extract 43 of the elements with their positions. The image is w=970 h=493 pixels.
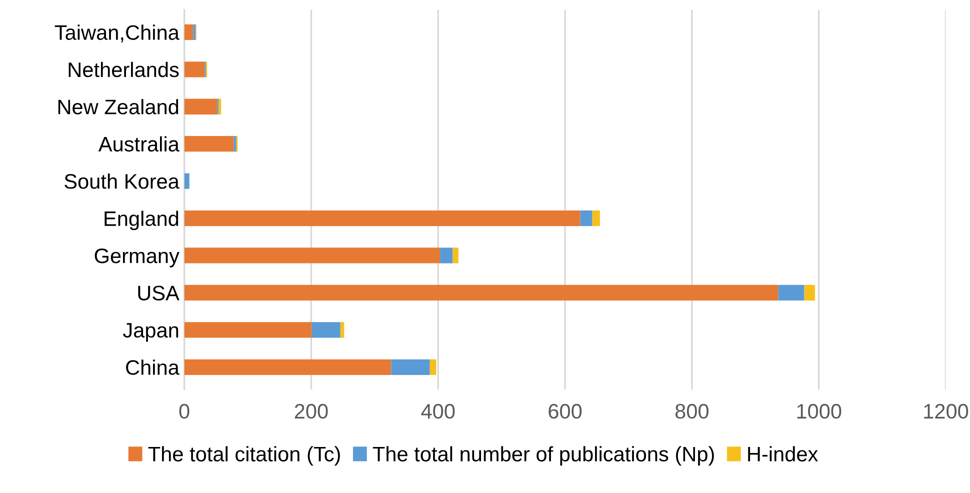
x-tick-label: 1200 — [924, 404, 968, 419]
y-tick-label: USA — [138, 286, 180, 300]
y-tick-label: Australia — [98, 136, 180, 152]
bar — [184, 359, 392, 375]
bar — [218, 98, 222, 114]
legend-label: H-index — [748, 446, 818, 462]
x-tick-label: 1000 — [797, 404, 842, 419]
bar — [452, 248, 458, 264]
x-tick-label: 600 — [548, 404, 582, 419]
bar — [340, 322, 344, 338]
bar — [184, 173, 190, 189]
bar — [184, 24, 194, 40]
x-tick-label: 800 — [675, 404, 708, 419]
bar — [234, 136, 236, 152]
bar — [184, 322, 312, 338]
bar — [184, 98, 218, 114]
bar — [184, 136, 234, 152]
x-tick-label: 200 — [294, 404, 328, 419]
bar — [391, 359, 430, 375]
bar — [184, 284, 778, 301]
legend-label: The total number of publications (Np) — [372, 446, 714, 466]
bar — [430, 359, 436, 375]
bar — [184, 210, 580, 226]
y-tick-label: Japan — [123, 323, 178, 342]
y-tick-label: New Zealand — [58, 99, 178, 114]
bar — [580, 210, 592, 226]
y-tick-label: South Korea — [64, 174, 180, 189]
bar — [592, 210, 600, 226]
bar — [184, 62, 205, 78]
bar — [778, 284, 804, 301]
x-tick-label: 0 — [179, 404, 190, 419]
y-tick-label: Taiwan,China — [54, 24, 180, 42]
bar — [440, 248, 453, 264]
y-tick-label: Netherlands — [68, 62, 179, 78]
bar — [804, 284, 816, 301]
bar — [193, 24, 196, 40]
x-tick-label: 400 — [421, 404, 455, 419]
bar — [312, 322, 340, 338]
legend-label: The total citation (Tc) — [148, 446, 340, 466]
y-tick-label: China — [126, 360, 180, 375]
bar — [184, 248, 440, 264]
y-tick-label: England — [104, 210, 178, 230]
y-tick-label: Germany — [94, 248, 180, 268]
